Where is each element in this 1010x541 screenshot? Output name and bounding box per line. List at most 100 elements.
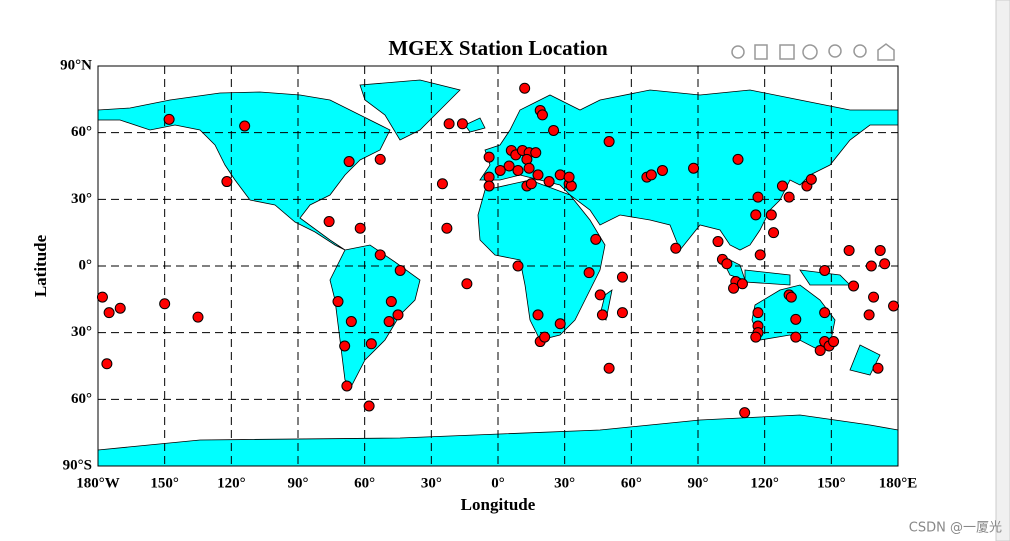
station-point xyxy=(754,249,766,261)
station-point xyxy=(563,171,575,183)
station-point xyxy=(828,336,840,348)
toolbar-icon[interactable] xyxy=(853,44,867,58)
x-tick-label: 120° xyxy=(750,475,779,491)
station-point xyxy=(96,291,108,303)
x-tick-label: 180°E xyxy=(879,475,918,491)
station-point xyxy=(888,300,900,312)
station-point xyxy=(548,124,560,136)
station-point xyxy=(868,291,880,303)
station-point xyxy=(512,260,524,272)
station-point xyxy=(768,227,780,239)
station-point xyxy=(532,169,544,181)
station-point xyxy=(819,264,831,276)
station-point xyxy=(101,358,113,370)
toolbar-icon[interactable] xyxy=(779,44,795,60)
x-tick-label: 120° xyxy=(217,475,246,491)
station-point xyxy=(790,331,802,343)
station-point xyxy=(345,316,357,328)
station-point xyxy=(521,153,533,165)
station-point xyxy=(103,307,115,319)
station-point xyxy=(721,258,733,270)
x-tick-label: 180°W xyxy=(76,475,120,491)
y-tick-label: 90°N xyxy=(60,57,92,73)
station-point xyxy=(332,296,344,308)
station-point xyxy=(323,216,335,228)
station-point xyxy=(163,113,175,125)
station-point xyxy=(461,278,473,290)
toolbar-icon[interactable] xyxy=(877,43,895,61)
station-point xyxy=(790,313,802,325)
scrollbar xyxy=(995,0,1010,541)
station-point xyxy=(805,173,817,185)
station-point xyxy=(848,280,860,292)
station-point xyxy=(843,244,855,256)
x-tick-label: 60° xyxy=(354,475,375,491)
y-tick-label: 90°S xyxy=(63,457,92,473)
station-point xyxy=(523,162,535,174)
station-point xyxy=(732,153,744,165)
station-point xyxy=(525,178,537,190)
station-point xyxy=(483,151,495,163)
station-point xyxy=(394,264,406,276)
x-tick-label: 60° xyxy=(621,475,642,491)
x-tick-label: 150° xyxy=(150,475,179,491)
y-axis-label: Latitude xyxy=(31,234,50,297)
x-tick-label: 90° xyxy=(688,475,709,491)
station-point xyxy=(543,176,555,188)
station-point xyxy=(363,400,375,412)
toolbar-icon[interactable] xyxy=(828,44,842,58)
station-point xyxy=(441,222,453,234)
station-point xyxy=(354,222,366,234)
station-point xyxy=(872,362,884,374)
station-point xyxy=(879,258,891,270)
station-point xyxy=(865,260,877,272)
station-point xyxy=(776,180,788,192)
station-point xyxy=(765,209,777,221)
station-point xyxy=(443,118,455,130)
station-point xyxy=(374,249,386,261)
station-point xyxy=(596,309,608,321)
toolbar-icon[interactable] xyxy=(802,44,818,60)
station-point xyxy=(114,302,126,314)
station-point xyxy=(554,169,566,181)
station-point xyxy=(221,176,233,188)
station-point xyxy=(603,136,615,148)
station-point xyxy=(536,109,548,121)
x-tick-label: 30° xyxy=(421,475,442,491)
chart-title: MGEX Station Location xyxy=(388,36,608,60)
watermark: CSDN @一厦光 xyxy=(909,521,1002,536)
station-point xyxy=(750,209,762,221)
station-point xyxy=(339,340,351,352)
station-point xyxy=(341,380,353,392)
station-point xyxy=(583,267,595,279)
station-point xyxy=(374,153,386,165)
x-tick-label: 90° xyxy=(288,475,309,491)
station-point xyxy=(530,147,542,159)
station-point xyxy=(343,156,355,168)
station-point xyxy=(736,278,748,290)
station-point xyxy=(239,120,251,132)
station-point xyxy=(565,180,577,192)
station-point xyxy=(539,331,551,343)
toolbar-icon[interactable] xyxy=(731,45,745,59)
station-point xyxy=(519,82,531,94)
station-point xyxy=(383,316,395,328)
station-point xyxy=(728,282,740,294)
station-point xyxy=(192,311,204,323)
station-point xyxy=(603,362,615,374)
station-point xyxy=(752,191,764,203)
frame xyxy=(97,65,899,467)
station-point xyxy=(863,309,875,321)
x-tick-label: 150° xyxy=(817,475,846,491)
station-point xyxy=(159,298,171,310)
toolbar[interactable] xyxy=(731,43,895,61)
station-point xyxy=(785,291,797,303)
station-point xyxy=(392,309,404,321)
station-point xyxy=(783,191,795,203)
station-point xyxy=(670,242,682,254)
station-point xyxy=(365,338,377,350)
station-point xyxy=(503,160,515,172)
toolbar-icon[interactable] xyxy=(754,44,768,60)
plot-area xyxy=(97,65,899,467)
